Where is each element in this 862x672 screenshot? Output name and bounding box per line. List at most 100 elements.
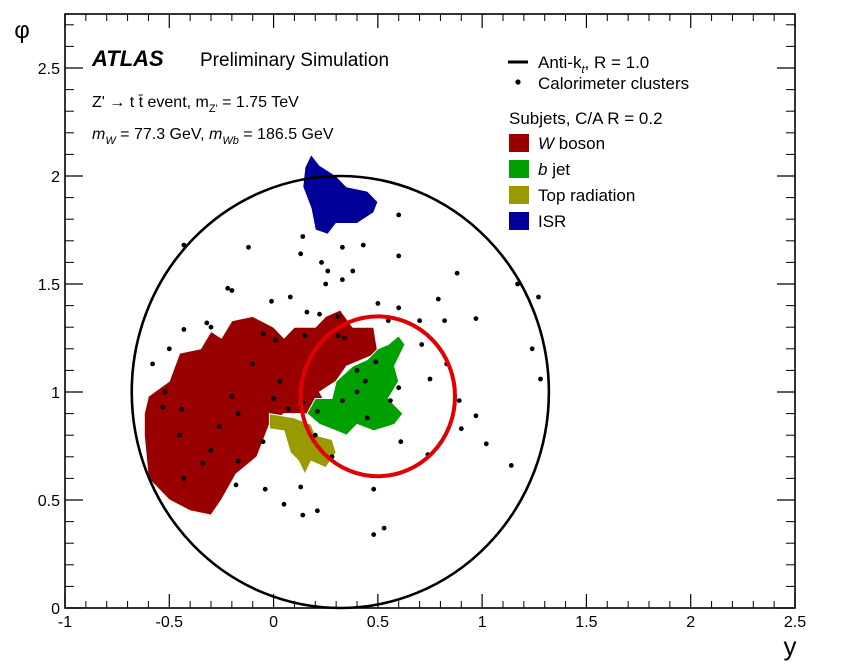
mass-wb-symbol: m: [209, 126, 222, 143]
process-text: Z' → t t̄ event, m: [92, 94, 209, 111]
legend-swatch-2: [509, 160, 529, 178]
legend-jet-subscript: t: [581, 64, 585, 76]
cluster-point: [179, 406, 185, 412]
legend-entry-label: W boson: [538, 134, 605, 153]
cluster-point: [335, 314, 341, 319]
subjet-region-b-jet: [306, 335, 406, 436]
cluster-point: [398, 439, 404, 445]
cluster-point: [204, 320, 210, 326]
cluster-point: [538, 376, 543, 382]
cluster-point: [381, 525, 387, 531]
cluster-point: [285, 406, 291, 412]
process-subscript: Z': [209, 103, 218, 115]
cluster-point: [354, 368, 360, 373]
cluster-point: [304, 309, 310, 315]
cluster-point: [181, 476, 187, 481]
cluster-point: [456, 398, 462, 403]
cluster-point: [375, 301, 381, 306]
highlight-circle: [298, 314, 458, 479]
legend-jet-label: Anti-k: [538, 53, 582, 72]
legend-subjets-header: Subjets, C/A R = 0.2: [509, 109, 663, 128]
cluster-point: [315, 508, 320, 514]
legend-entry-label: b jet: [538, 160, 570, 179]
legend-entry-text: jet: [547, 160, 570, 179]
legend-entry-symbol: W: [538, 134, 556, 153]
cluster-point: [250, 361, 256, 367]
legend-entry-symbol: b: [538, 160, 547, 179]
cluster-point: [166, 346, 172, 352]
cluster-point: [373, 359, 379, 365]
atlas-label: ATLAS: [91, 46, 164, 71]
x-tick-label: 2: [686, 614, 695, 631]
cluster-point: [298, 484, 304, 490]
cluster-point: [350, 268, 356, 274]
cluster-point: [529, 346, 535, 352]
cluster-point: [235, 458, 241, 464]
cluster-point: [442, 318, 447, 324]
legend-entry-label: Top radiation: [538, 186, 635, 205]
process-value: = 1.75 TeV: [218, 94, 299, 111]
cluster-point: [536, 294, 541, 300]
cluster-point: [208, 447, 214, 453]
cluster-point: [246, 244, 251, 250]
legend-swatch-3: [509, 186, 529, 204]
x-tick-label: 0.5: [367, 614, 389, 631]
mass-w-subscript: W: [105, 135, 117, 147]
legend-jet-rest: , R = 1.0: [585, 53, 650, 72]
cluster-point: [200, 460, 206, 466]
cluster-point: [396, 212, 402, 218]
mass-w-value: = 77.3 GeV,: [116, 126, 209, 143]
cluster-point: [281, 501, 287, 507]
cluster-point: [260, 331, 266, 337]
cluster-point: [150, 361, 156, 367]
cluster-point: [235, 411, 241, 416]
cluster-point: [458, 426, 464, 432]
cluster-point: [473, 413, 479, 419]
mass-wb-value: = 186.5 GeV: [239, 126, 334, 143]
cluster-point: [323, 281, 329, 287]
cluster-point: [365, 415, 370, 421]
legend: Anti-kt, R = 1.0 Calorimeter clusters Su…: [508, 53, 689, 231]
cluster-point: [229, 393, 235, 399]
mass-wb-subscript: Wb: [222, 135, 239, 147]
process-label: Z' → t t̄ event, mZ' = 1.75 TeV: [92, 94, 299, 115]
cluster-point: [360, 242, 366, 248]
y-axis-label: φ: [14, 17, 30, 44]
cluster-point: [271, 396, 276, 401]
cluster-point: [233, 482, 239, 488]
legend-entry-text: ISR: [538, 212, 566, 231]
legend-cluster-marker: [515, 79, 521, 85]
cluster-point: [362, 378, 368, 384]
cluster-point: [177, 432, 183, 438]
cluster-point: [229, 288, 235, 293]
legend-entry-label: ISR: [538, 212, 566, 231]
y-tick-label: 0.5: [38, 493, 60, 510]
cluster-point: [342, 335, 347, 341]
cluster-point: [208, 324, 214, 330]
cluster-point: [340, 398, 345, 403]
cluster-point: [427, 376, 433, 382]
cluster-point: [340, 244, 345, 250]
cluster-point: [371, 532, 377, 537]
cluster-point: [435, 296, 441, 302]
cluster-point: [340, 277, 345, 283]
anti-kt-jet-circle: [130, 174, 551, 610]
legend-swatch-1: [509, 134, 529, 152]
y-tick-label: 0: [51, 601, 60, 618]
legend-jet-text: Anti-kt, R = 1.0: [538, 53, 649, 76]
cluster-point: [302, 333, 308, 339]
axis-ticks: -1 -0.5 0 0.5 1 1.5 2 2.5 0 0.5 1 1.5 2 2.5: [38, 14, 806, 631]
x-tick-label: 0: [269, 614, 278, 631]
cluster-point: [388, 398, 393, 403]
legend-entry-text: Top radiation: [538, 186, 635, 205]
y-tick-label: 2.5: [38, 61, 60, 78]
cluster-point: [396, 385, 402, 391]
x-tick-label: 1.5: [575, 614, 597, 631]
cluster-point: [160, 404, 166, 410]
cluster-point: [262, 486, 268, 492]
x-tick-label: -0.5: [155, 614, 183, 631]
legend-entry-text: boson: [554, 134, 605, 153]
legend-clusters-label: Calorimeter clusters: [538, 74, 689, 93]
cluster-point: [269, 298, 274, 304]
